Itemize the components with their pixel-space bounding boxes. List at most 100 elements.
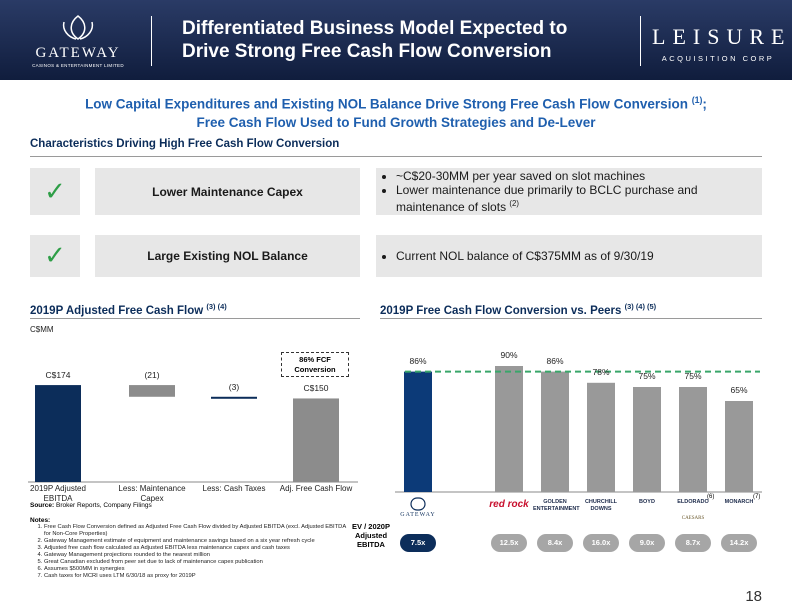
bar: [495, 366, 523, 492]
partner-tagline: ACQUISITION CORP: [661, 54, 775, 63]
page-number: 18: [745, 588, 762, 605]
row-label: Large Existing NOL Balance: [95, 235, 360, 277]
bullet-text: Lower maintenance due primarily to BCLC …: [396, 183, 698, 214]
note: Assumes $500MM in synergies: [44, 566, 350, 573]
bullet: Lower maintenance due primarily to BCLC …: [396, 183, 762, 214]
title-line: Differentiated Business Model Expected t…: [182, 18, 568, 39]
note: Gateway Management estimate of equipment…: [44, 538, 350, 545]
chart-title: 2019P Free Cash Flow Conversion vs. Peer…: [380, 302, 656, 317]
logo-name: GATEWAY: [35, 45, 121, 61]
check-box: ✓: [30, 168, 80, 215]
source: Source: Broker Reports, Company Filings: [30, 502, 152, 509]
logo-note: (7): [753, 494, 761, 500]
chart-title-text: 2019P Adjusted Free Cash Flow: [30, 304, 204, 317]
logo: CHURCHILL DOWNS: [584, 499, 618, 512]
rule: [30, 318, 360, 319]
gateway-logo-mark: [410, 497, 426, 511]
value-label: (21): [144, 370, 160, 381]
multiple-pill: 9.0x: [629, 534, 665, 552]
note: Gateway Management projections rounded t…: [44, 552, 350, 559]
logo-note: (6): [707, 494, 715, 500]
note: Free Cash Flow Conversion defined as Adj…: [44, 524, 350, 538]
row-label: EV / 2020P Adjusted EBITDA: [352, 522, 390, 549]
bar: [541, 371, 569, 492]
logo-sublabel: CAESARS: [681, 516, 705, 521]
value-label: C$174: [45, 370, 71, 381]
footnote: (3) (4) (5): [624, 302, 657, 311]
divider: [640, 16, 641, 66]
bar: [35, 385, 81, 482]
source-label: Source:: [30, 502, 55, 509]
note: Great Canadian excluded from peer set du…: [44, 559, 350, 566]
multiple-pill: 8.4x: [537, 534, 573, 552]
bullet-box: ~C$20-30MM per year saved on slot machin…: [376, 168, 762, 215]
chart-title: 2019P Adjusted Free Cash Flow (3) (4): [30, 302, 227, 317]
value-label: 90%: [500, 350, 518, 360]
value-label: 75%: [684, 371, 702, 381]
title-line: Drive Strong Free Cash Flow Conversion: [182, 41, 552, 62]
notes-title: Notes:: [30, 517, 51, 524]
annotation: 86% FCF Conversion: [281, 352, 349, 377]
value-label: C$150: [303, 383, 329, 394]
divider: [151, 16, 152, 66]
category-label: Less: Cash Taxes: [202, 484, 266, 493]
title: Differentiated Business Model Expected t…: [182, 17, 567, 63]
logo: GOLDEN ENTERTAINMENT: [533, 499, 580, 512]
notes-list: Free Cash Flow Conversion defined as Adj…: [30, 524, 350, 580]
header-band: [0, 0, 792, 80]
value-label: 86%: [546, 355, 564, 366]
bar: [129, 385, 175, 397]
footnote: (1): [691, 95, 703, 105]
value-label: 75%: [638, 371, 656, 381]
unit-label: C$MM: [30, 325, 54, 334]
note: Cash taxes for MCRI uses LTM 6/30/18 as …: [44, 573, 350, 580]
chart-title-text: 2019P Free Cash Flow Conversion vs. Peer…: [380, 304, 622, 317]
bullet-box: Current NOL balance of C$375MM as of 9/3…: [376, 235, 762, 277]
rule: [380, 318, 762, 319]
value-label: 86%: [409, 355, 427, 366]
multiple-pill: 12.5x: [491, 534, 527, 552]
section-heading: Characteristics Driving High Free Cash F…: [30, 138, 340, 150]
multiple-pill: 14.2x: [721, 534, 757, 552]
note: Adjusted free cash flow calculated as Ad…: [44, 545, 350, 552]
logo-tagline: CASINOS & ENTERTAINMENT LIMITED: [32, 63, 124, 68]
subtitle-line: Low Capital Expenditures and Existing NO…: [85, 96, 688, 112]
bar: [404, 371, 432, 492]
logo: BOYD: [639, 499, 655, 505]
bar: [679, 387, 707, 492]
bullet: Current NOL balance of C$375MM as of 9/3…: [396, 249, 654, 263]
notes: Notes: Free Cash Flow Conversion defined…: [30, 517, 350, 580]
bar: [725, 401, 753, 492]
source-text: Broker Reports, Company Filings: [56, 502, 152, 509]
subtitle: Low Capital Expenditures and Existing NO…: [0, 91, 792, 132]
category-label: 2019P Adjusted EBITDA: [30, 484, 86, 503]
row-label: Lower Maintenance Capex: [95, 168, 360, 215]
partner-name: LEISURE: [652, 24, 792, 49]
logo-emblem: [62, 15, 94, 40]
value-label: (3): [228, 381, 240, 392]
multiple-pill: 8.7x: [675, 534, 711, 552]
punctuation: ;: [702, 96, 707, 112]
logo: MONARCH: [724, 499, 754, 505]
logo: ELDORADO: [677, 499, 709, 505]
bullet: ~C$20-30MM per year saved on slot machin…: [396, 169, 762, 183]
multiple-pill: 16.0x: [583, 534, 619, 552]
category-label: Adj. Free Cash Flow: [279, 484, 353, 493]
footnote: (2): [509, 199, 519, 208]
value-label: 78%: [592, 366, 610, 377]
bar: [293, 398, 339, 482]
logo: red rock: [489, 499, 529, 510]
category-label: Less: Maintenance Capex: [118, 484, 186, 503]
footnote: (3) (4): [206, 302, 227, 311]
rule: [30, 156, 762, 157]
value-label: 65%: [730, 385, 748, 395]
subtitle-line: Free Cash Flow Used to Fund Growth Strat…: [196, 114, 596, 130]
bar: [587, 382, 615, 492]
multiple-pill: 7.5x: [400, 534, 436, 552]
logo: GATEWAY: [400, 512, 436, 518]
bar: [633, 387, 661, 492]
bar: [211, 396, 257, 399]
check-box: ✓: [30, 235, 80, 277]
